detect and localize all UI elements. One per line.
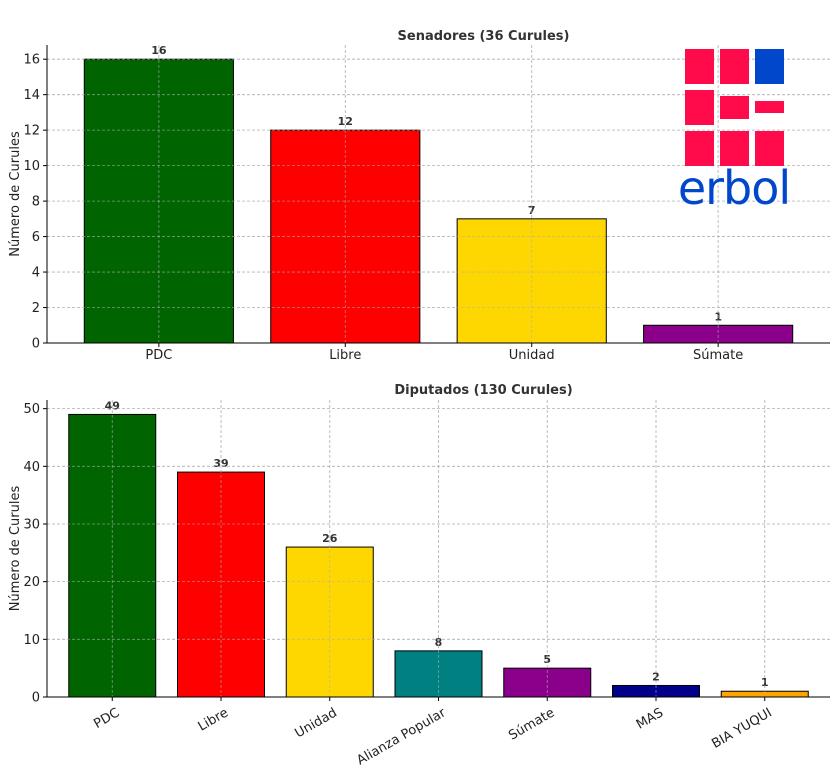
data-label: 39 <box>213 457 228 470</box>
logo-square <box>720 131 749 166</box>
x-tick-label: Libre <box>329 348 361 363</box>
bar <box>394 650 483 698</box>
y-tick-label: 10 <box>23 159 40 174</box>
logo-square <box>720 49 749 84</box>
y-tick-label: 0 <box>32 691 40 706</box>
logo-square <box>755 49 784 84</box>
logo-square <box>685 131 714 166</box>
y-tick-label: 12 <box>23 124 40 139</box>
x-tick-label: Súmate <box>506 705 557 743</box>
y-tick-label: 30 <box>23 517 40 532</box>
chart-title: Senadores (36 Curules) <box>398 29 570 44</box>
logo-square <box>685 90 714 125</box>
erbol-logo: erbol <box>678 49 791 215</box>
logo-square <box>720 96 749 119</box>
y-tick-label: 16 <box>23 53 40 68</box>
x-tick-label: Alianza Popular <box>354 705 449 768</box>
logo-square <box>755 131 784 166</box>
y-tick-label: 20 <box>23 575 40 590</box>
x-tick-label: MAS <box>634 705 666 732</box>
y-tick-label: 50 <box>23 402 40 417</box>
x-tick-label: Unidad <box>293 705 340 741</box>
bar <box>177 471 265 698</box>
data-label: 5 <box>543 653 551 666</box>
grid-overlay <box>47 400 830 698</box>
y-axis-label: Número de Curules <box>8 131 23 257</box>
erbol-logo-mark <box>685 49 784 166</box>
x-tick-label: BIA YUQUI <box>709 705 774 751</box>
y-tick-label: 10 <box>23 633 40 648</box>
data-label: 26 <box>322 532 338 545</box>
chart-title: Diputados (130 Curules) <box>394 383 572 398</box>
logo-square <box>685 49 714 84</box>
x-tick-label: Libre <box>196 705 231 734</box>
x-tick-label: Unidad <box>509 348 555 363</box>
y-tick-label: 14 <box>23 88 40 103</box>
y-tick-label: 4 <box>32 266 40 281</box>
y-tick-label: 0 <box>32 337 40 352</box>
y-tick-label: 8 <box>32 195 40 210</box>
x-tick-label: PDC <box>91 705 122 731</box>
y-axis-label: Número de Curules <box>8 486 23 612</box>
logo-square <box>755 101 784 113</box>
y-tick-label: 6 <box>32 230 40 245</box>
y-tick-label: 40 <box>23 460 40 475</box>
x-tick-label: Súmate <box>693 348 743 363</box>
x-tick-label: PDC <box>145 348 172 363</box>
y-tick-label: 2 <box>32 301 40 316</box>
erbol-logo-text: erbol <box>678 161 790 215</box>
